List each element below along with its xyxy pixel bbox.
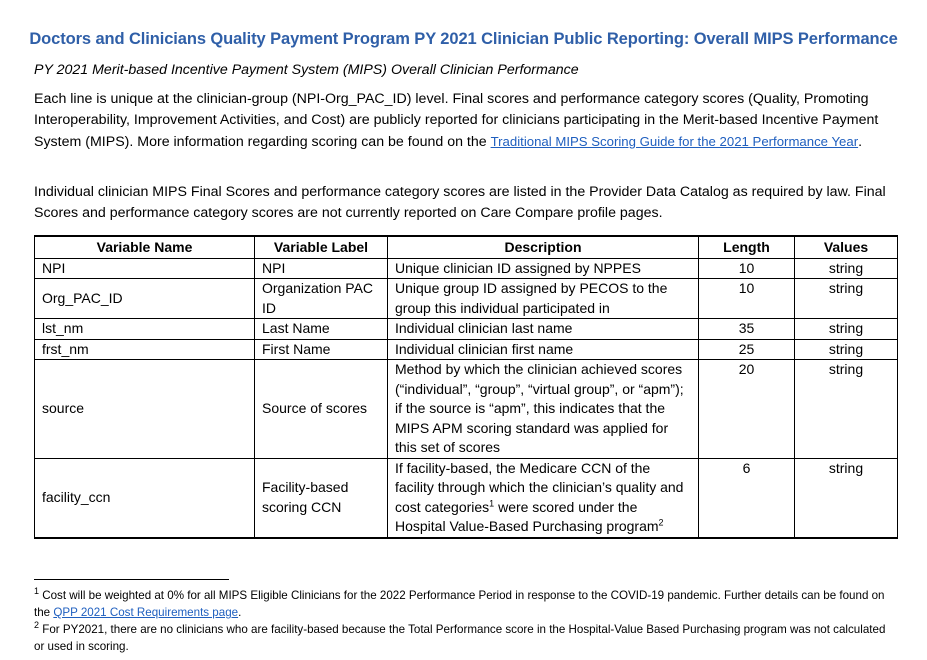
- cell-description: If facility-based, the Medicare CCN of t…: [387, 457, 699, 538]
- intro-text: Each line is unique at the clinician-gro…: [34, 91, 879, 150]
- cell-values: string: [794, 257, 898, 279]
- cell-values: string: [794, 318, 898, 340]
- header-values: Values: [794, 235, 898, 259]
- footnote-ref-2: 2: [658, 517, 664, 528]
- footnote-2: 2 For PY2021, there are no clinicians wh…: [34, 621, 894, 655]
- table-row: source Source of scores Method by which …: [34, 359, 898, 459]
- table-row: lst_nm Last Name Individual clinician la…: [34, 318, 898, 340]
- footnote-1-text: Cost will be weighted at 0% for all MIPS…: [34, 589, 885, 619]
- header-description: Description: [387, 235, 699, 259]
- cell-description: Method by which the clinician achieved s…: [387, 359, 699, 459]
- cell-label: Last Name: [254, 318, 388, 340]
- table-row: Org_PAC_ID Organization PAC ID Unique gr…: [34, 278, 898, 319]
- footnote-divider: [34, 579, 229, 580]
- cell-values: string: [794, 457, 898, 538]
- cell-name: source: [34, 359, 255, 459]
- cell-name: facility_ccn: [34, 457, 255, 538]
- facility-desc-part-b: were scored under the Hospital Value-Bas…: [395, 498, 659, 535]
- cell-description: Unique group ID assigned by PECOS to the…: [387, 278, 699, 319]
- cell-values: string: [794, 338, 898, 360]
- cell-name: frst_nm: [34, 338, 255, 360]
- table-header-row: Variable Name Variable Label Description…: [34, 235, 898, 259]
- intro-end: .: [858, 134, 863, 150]
- footnote-2-text: For PY2021, there are no clinicians who …: [34, 623, 886, 653]
- header-variable-label: Variable Label: [254, 235, 388, 259]
- footnote-2-mark: 2: [34, 620, 40, 631]
- cell-name: lst_nm: [34, 318, 255, 340]
- cell-label: NPI: [254, 257, 388, 279]
- cell-length: 6: [698, 457, 795, 538]
- header-length: Length: [698, 235, 795, 259]
- table-row: facility_ccn Facility-based scoring CCN …: [34, 457, 898, 538]
- cell-label: Source of scores: [254, 359, 388, 459]
- intro-paragraph: Each line is unique at the clinician-gro…: [34, 89, 904, 153]
- table-row: NPI NPI Unique clinician ID assigned by …: [34, 257, 898, 279]
- cell-label: Facility-based scoring CCN: [254, 457, 388, 538]
- cell-label: Organization PAC ID: [254, 278, 388, 319]
- footnote-ref-1: 1: [489, 497, 495, 508]
- footnote-1: 1 Cost will be weighted at 0% for all MI…: [34, 587, 894, 621]
- header-variable-name: Variable Name: [34, 235, 255, 259]
- cell-length: 35: [698, 318, 795, 340]
- cell-name: NPI: [34, 257, 255, 279]
- footnote-1-end: .: [238, 606, 242, 619]
- table-row: frst_nm First Name Individual clinician …: [34, 338, 898, 360]
- cell-length: 25: [698, 338, 795, 360]
- cost-requirements-link[interactable]: QPP 2021 Cost Requirements page: [53, 606, 239, 619]
- law-paragraph: Individual clinician MIPS Final Scores a…: [34, 184, 886, 221]
- page-subtitle: PY 2021 Merit-based Incentive Payment Sy…: [34, 62, 579, 78]
- page-title: Doctors and Clinicians Quality Payment P…: [29, 30, 898, 48]
- cell-length: 20: [698, 359, 795, 459]
- cell-name: Org_PAC_ID: [34, 278, 255, 319]
- cell-length: 10: [698, 278, 795, 319]
- footnote-1-mark: 1: [34, 586, 40, 597]
- scoring-guide-link[interactable]: Traditional MIPS Scoring Guide for the 2…: [490, 134, 859, 149]
- cell-description: Individual clinician last name: [387, 318, 699, 340]
- cell-values: string: [794, 278, 898, 319]
- cell-label: First Name: [254, 338, 388, 360]
- cell-length: 10: [698, 257, 795, 279]
- facility-desc-part-a: If facility-based, the Medicare CCN of t…: [395, 459, 684, 515]
- cell-description: Unique clinician ID assigned by NPPES: [387, 257, 699, 279]
- cell-values: string: [794, 359, 898, 459]
- variables-table: Variable Name Variable Label Description…: [34, 235, 898, 539]
- cell-description: Individual clinician first name: [387, 338, 699, 360]
